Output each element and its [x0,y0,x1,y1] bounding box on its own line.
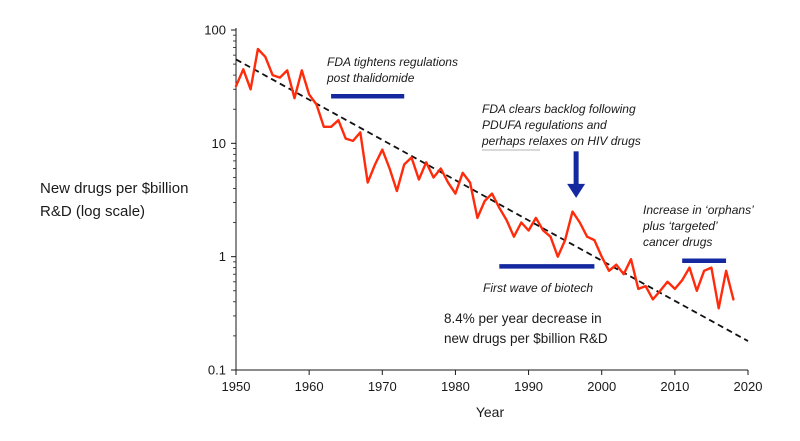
x-tick-label: 1960 [295,379,324,394]
annotation-thalidomide-text: post thalidomide [326,71,415,85]
annotation-orphans-text: plus ‘targeted’ [642,219,718,233]
trend-label: 8.4% per year decrease in [444,311,602,326]
axes: 0.1 1 10 100 1950 1960 1970 1980 1990 2000 2010 202… [204,23,762,395]
y-tick-label: 0.1 [208,363,226,378]
trend-line [235,58,749,342]
x-tick-label: 2020 [734,379,763,394]
trend-line-group: 8.4% per year decrease in new drugs per $… [235,58,749,346]
y-axis-title: New drugs per $billion [40,180,188,197]
x-tick-label: 2010 [660,379,689,394]
annotation-pdufa-text: perhaps relaxes on HIV drugs [481,134,641,148]
x-axis-title: Year [476,404,505,420]
annotation-orphans-text: Increase in ‘orphans’ [643,203,754,217]
annotation-pdufa-text: FDA clears backlog following [482,102,636,116]
y-tick-label: 10 [212,136,226,151]
annotation-pdufa-text: PDUFA regulations and [482,118,607,132]
x-tick-label: 1950 [222,379,251,394]
text-labels: Year New drugs per $billion R&D (log scale… [40,180,504,420]
annotation-orphans-text: cancer drugs [643,235,712,249]
x-tick-label: 2000 [587,379,616,394]
x-tick-label: 1990 [514,379,543,394]
y-tick-label: 1 [219,249,226,264]
x-tick-label: 1970 [368,379,397,394]
annotations: FDA tightens regulations post thalidomide… [326,55,754,295]
x-tick-label: 1980 [441,379,470,394]
annotation-biotech-text: First wave of biotech [483,281,593,295]
y-tick-label: 100 [204,23,226,38]
arrow-head [567,183,586,198]
series-line-new-drugs [234,47,735,310]
annotation-thalidomide-text: FDA tightens regulations [327,55,458,69]
trend-label: new drugs per $billion R&D [444,331,608,346]
series-group [234,47,735,310]
y-axis-title: R&D (log scale) [40,203,145,220]
